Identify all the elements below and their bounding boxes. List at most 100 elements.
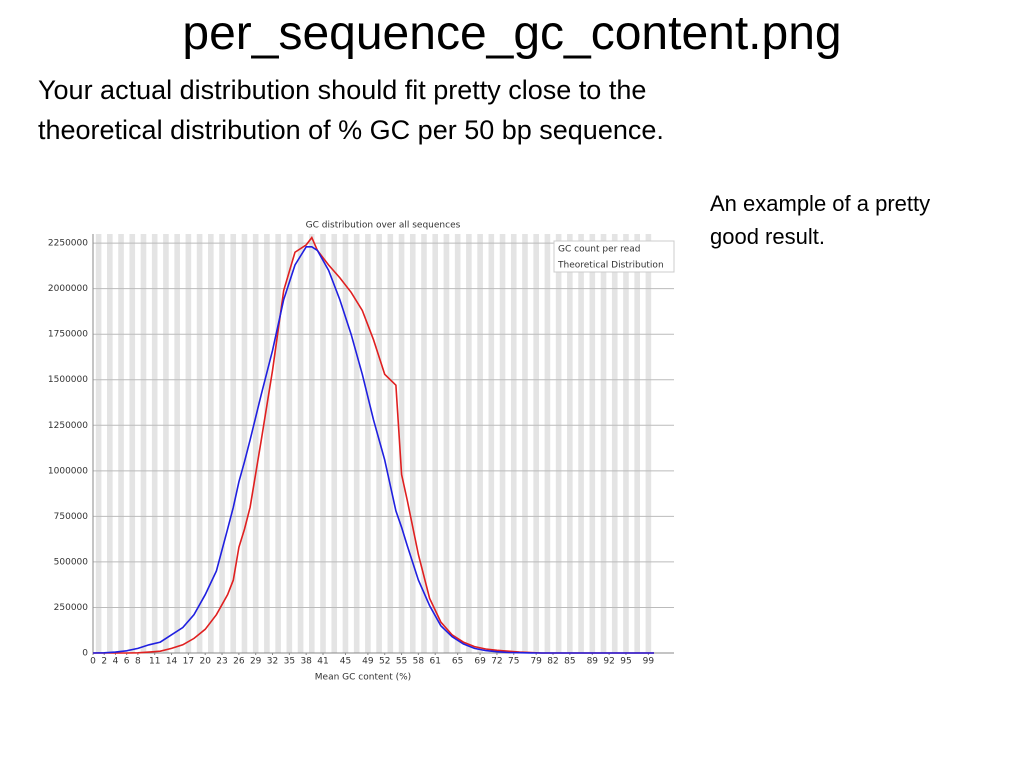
x-tick-label: 49	[362, 657, 374, 667]
y-tick-label: 1250000	[48, 421, 88, 431]
x-tick-label: 99	[643, 657, 655, 667]
x-tick-label: 79	[530, 657, 542, 667]
stripe	[163, 234, 169, 653]
stripe	[398, 234, 405, 653]
stripe	[264, 234, 270, 653]
x-tick-label: 38	[300, 657, 312, 667]
stripe	[331, 234, 338, 653]
stripe	[297, 234, 304, 653]
stripe	[645, 234, 652, 653]
x-tick-label: 75	[508, 657, 519, 667]
stripe	[589, 234, 596, 653]
y-tick-label: 1750000	[48, 330, 88, 340]
stripe	[151, 234, 158, 653]
x-tick-label: 65	[452, 657, 463, 667]
y-tick-label: 2000000	[48, 284, 88, 294]
line	[93, 236, 654, 654]
y-tick-label: 250000	[54, 603, 89, 613]
x-tick-label: 61	[429, 657, 440, 667]
stripe	[611, 234, 618, 653]
stripe	[320, 234, 326, 653]
stripe	[499, 234, 506, 653]
x-tick-label: 55	[396, 657, 407, 667]
stripe	[174, 234, 180, 653]
x-tick-label: 58	[413, 657, 425, 667]
stripe	[275, 234, 281, 653]
stripe	[578, 234, 584, 653]
body-line: Your actual distribution should fit pret…	[38, 75, 647, 105]
x-tick-label: 2	[101, 657, 107, 667]
stripe	[533, 234, 539, 653]
x-tick-label: 23	[216, 657, 227, 667]
x-tick-label: 4	[113, 657, 119, 667]
x-tick-label: 41	[317, 657, 328, 667]
stripe	[555, 234, 562, 653]
x-tick-label: 11	[149, 657, 160, 667]
x-tick-label: 72	[491, 657, 502, 667]
stripe	[95, 234, 102, 653]
stripe	[252, 234, 259, 653]
stripe	[432, 234, 439, 653]
stripe	[140, 234, 147, 653]
stripe	[409, 234, 416, 653]
stripe	[443, 234, 450, 653]
stripe	[185, 234, 192, 653]
legend-label: GC count per read	[558, 245, 640, 255]
stripe	[466, 234, 472, 653]
stripe	[387, 234, 394, 653]
y-tick-label: 0	[82, 649, 88, 659]
note-text: An example of a pretty good result.	[710, 187, 930, 253]
stripe	[634, 234, 640, 653]
x-tick-label: 32	[267, 657, 278, 667]
stripe	[421, 234, 427, 653]
y-tick-label: 2250000	[48, 239, 88, 249]
stripe	[118, 234, 124, 653]
stripe	[196, 234, 203, 653]
stripe	[129, 234, 136, 653]
x-tick-label: 69	[474, 657, 486, 667]
x-tick-label: 52	[379, 657, 390, 667]
y-tick-label: 750000	[54, 512, 89, 522]
stripe	[353, 234, 360, 653]
y-tick-label: 1500000	[48, 375, 88, 385]
stripe	[241, 234, 248, 653]
stripe	[286, 234, 293, 653]
body-text: Your actual distribution should fit pret…	[38, 70, 664, 150]
stripe	[567, 234, 573, 653]
note-line: An example of a pretty	[710, 191, 931, 216]
stripe	[342, 234, 349, 653]
x-tick-label: 29	[250, 657, 262, 667]
stripe	[488, 234, 495, 653]
x-tick-label: 82	[547, 657, 558, 667]
legend-box	[553, 240, 675, 273]
y-tick-label: 1000000	[48, 466, 88, 476]
x-tick-label: 20	[199, 657, 211, 667]
x-tick-label: 89	[587, 657, 599, 667]
stripe	[600, 234, 607, 653]
stripe	[454, 234, 461, 653]
stripe	[623, 234, 629, 653]
x-tick-label: 0	[90, 657, 96, 667]
slide-title: per_sequence_gc_content.png	[182, 7, 842, 60]
stripe	[477, 234, 483, 653]
x-tick-label: 92	[603, 657, 614, 667]
x-tick-label: 95	[620, 657, 631, 667]
note-line: good result.	[710, 224, 825, 249]
stripe	[544, 234, 551, 653]
x-tick-label: 85	[564, 657, 575, 667]
stripe	[365, 234, 371, 653]
stripe	[219, 234, 225, 653]
body-line: theoretical distribution of % GC per 50 …	[38, 115, 664, 145]
stripe	[208, 234, 214, 653]
x-axis-label: Mean GC content (%)	[315, 673, 411, 683]
stripe	[230, 234, 237, 653]
x-tick-label: 6	[124, 657, 130, 667]
x-tick-label: 17	[183, 657, 194, 667]
stripe	[522, 234, 528, 653]
x-tick-label: 26	[233, 657, 245, 667]
stripe	[308, 234, 315, 653]
y-tick-label: 500000	[54, 557, 89, 567]
legend-label: Theoretical Distribution	[557, 261, 664, 271]
